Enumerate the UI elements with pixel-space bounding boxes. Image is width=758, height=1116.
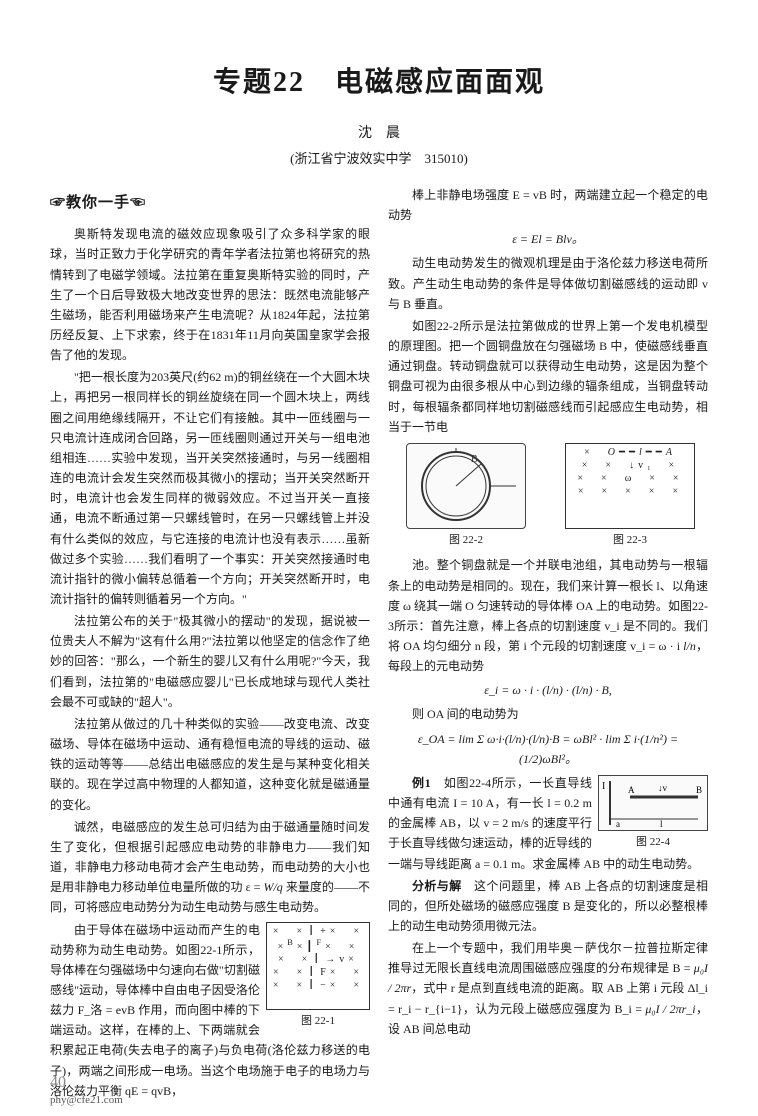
paragraph: 在上一个专题中，我们用毕奥－萨伐尔－拉普拉斯定律推导过无限长直线电流周围磁感应强… bbox=[388, 938, 708, 1039]
right-column: 棒上非静电场强度 E = vB 时，两端建立起一个稳定的电动势 ε = El =… bbox=[388, 185, 708, 1103]
fraction: μ₀I / 2πr_i bbox=[645, 1002, 695, 1016]
paragraph: 奥斯特发现电流的磁效应现象吸引了众多科学家的眼球，当时正致力于化学研究的青年学者… bbox=[50, 224, 370, 365]
svg-text:B: B bbox=[471, 454, 478, 465]
svg-text:B: B bbox=[696, 785, 702, 795]
footer-url: phy@cfe21.com bbox=[50, 1094, 123, 1106]
paragraph: 棒上非静电场强度 E = vB 时，两端建立起一个稳定的电动势 bbox=[388, 185, 708, 225]
paragraph: 诚然，电磁感应的发生总可归结为由于磁通量随时间发生了变化，但根据引起感应电动势的… bbox=[50, 817, 370, 918]
paragraph: 如图22-2所示是法拉第做成的世界上第一个发电机模型的原理图。把一个圆铜盘放在匀… bbox=[388, 316, 708, 437]
paragraph: 动生电动势发生的微观机理是由于洛伦兹力移送电荷所致。产生动生电动势的条件是导体做… bbox=[388, 253, 708, 313]
figure-box: I A B ↓v a l bbox=[598, 775, 708, 831]
equation: ε_i = ω · i · (l/n) · (l/n) · B, bbox=[388, 680, 708, 700]
disk-generator-icon: B bbox=[411, 446, 521, 526]
analysis: 分析与解 这个问题里，棒 AB 上各点的切割速度是相同的，但所处磁场的磁感应强度… bbox=[388, 876, 708, 936]
figure-row: B 图 22-2 × O━━l━━A× × ↓v₁ ×× × ω × ×× × … bbox=[388, 443, 708, 549]
page-number: 40 bbox=[50, 1074, 123, 1092]
rod-near-wire-icon: I A B ↓v a l bbox=[600, 777, 706, 829]
equation: ε = El = Blv。 bbox=[388, 229, 708, 249]
text: 池。整个铜盘就是一个并联电池组，其电动势与一根辐条上的电动势是相同的。现在，我们… bbox=[388, 558, 708, 653]
figure-22-4: I A B ↓v a l 图 22-4 bbox=[598, 775, 708, 851]
paragraph: "把一根长度为203英尺(约62 m)的铜丝绕在一个大圆木块上，再把另一根同样长… bbox=[50, 367, 370, 609]
figure-box: B bbox=[406, 443, 526, 529]
svg-text:↓v: ↓v bbox=[658, 783, 668, 793]
example-label: 例1 bbox=[412, 776, 431, 790]
paragraph: 池。整个铜盘就是一个并联电池组，其电动势与一根辐条上的电动势是相同的。现在，我们… bbox=[388, 555, 708, 676]
page-title: 专题22 电磁感应面面观 bbox=[50, 60, 708, 100]
figure-box: × O━━l━━A× × ↓v₁ ×× × ω × ×× × × × × bbox=[565, 443, 695, 529]
figure-caption: 图 22-4 bbox=[598, 833, 708, 851]
figure-box: × ×┃+× ××B×┃F× ×× ×┃→v×× ×┃F× ×× ×┃−× × bbox=[266, 922, 370, 1010]
svg-text:A: A bbox=[628, 785, 635, 795]
fraction: W/q bbox=[263, 880, 282, 894]
figure-caption: 图 22-1 bbox=[266, 1012, 370, 1030]
left-column: ☞教你一手☜ 奥斯特发现电流的磁效应现象吸引了众多科学家的眼球，当时正致力于化学… bbox=[50, 185, 370, 1103]
analysis-label: 分析与解 bbox=[412, 879, 462, 893]
numerator: W bbox=[263, 880, 273, 894]
section-header: ☞教你一手☜ bbox=[50, 191, 370, 216]
svg-text:a: a bbox=[616, 819, 620, 829]
figure-caption: 图 22-2 bbox=[388, 531, 544, 549]
paragraph: 法拉第从做过的几十种类似的实验——改变电流、改变磁场、导体在磁场中运动、通有稳恒… bbox=[50, 714, 370, 815]
text: 在上一个专题中，我们用毕奥－萨伐尔－拉普拉斯定律推导过无限长直线电流周围磁感应强… bbox=[388, 941, 708, 975]
figure-22-3: × O━━l━━A× × ↓v₁ ×× × ω × ×× × × × × 图 2… bbox=[552, 443, 708, 549]
footer: 40 phy@cfe21.com bbox=[50, 1074, 123, 1106]
two-column-body: ☞教你一手☜ 奥斯特发现电流的磁效应现象吸引了众多科学家的眼球，当时正致力于化学… bbox=[50, 185, 708, 1103]
paragraph: 则 OA 间的电动势为 bbox=[388, 704, 708, 724]
figure-caption: 图 22-3 bbox=[552, 531, 708, 549]
figure-22-2: B 图 22-2 bbox=[388, 443, 544, 549]
svg-text:l: l bbox=[660, 819, 663, 829]
figure-22-1: × ×┃+× ××B×┃F× ×× ×┃→v×× ×┃F× ×× ×┃−× × … bbox=[266, 922, 370, 1030]
paragraph: 法拉第公布的关于"极其微小的摆动"的发现，据说被一位贵夫人不解为"这有什么用?"… bbox=[50, 611, 370, 712]
svg-text:I: I bbox=[602, 781, 605, 792]
equation: ε_OA = lim Σ ω·i·(l/n)·(l/n)·B = ωBl² · … bbox=[388, 729, 708, 769]
affiliation: (浙江省宁波效实中学 315010) bbox=[50, 148, 708, 167]
fraction: l/n bbox=[683, 639, 696, 653]
author: 沈 晨 bbox=[50, 122, 708, 142]
